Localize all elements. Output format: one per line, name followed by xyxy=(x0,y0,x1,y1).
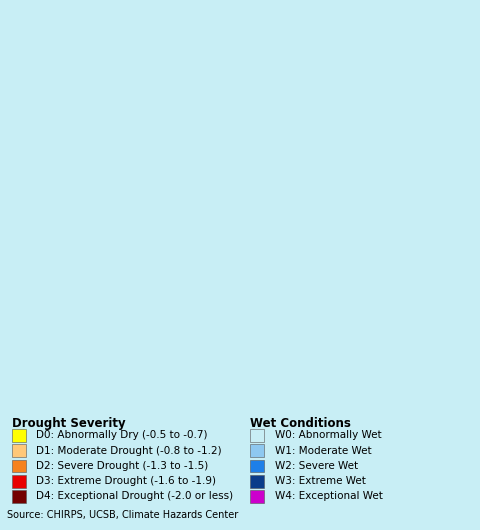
Bar xyxy=(250,429,264,441)
Bar xyxy=(250,475,264,488)
Text: D2: Severe Drought (-1.3 to -1.5): D2: Severe Drought (-1.3 to -1.5) xyxy=(36,461,208,471)
Text: W4: Exceptional Wet: W4: Exceptional Wet xyxy=(275,491,383,501)
Bar xyxy=(12,429,26,441)
Text: Wet Conditions: Wet Conditions xyxy=(250,417,350,430)
Text: W0: Abnormally Wet: W0: Abnormally Wet xyxy=(275,430,381,440)
Bar xyxy=(250,444,264,457)
Text: W2: Severe Wet: W2: Severe Wet xyxy=(275,461,358,471)
Text: W3: Extreme Wet: W3: Extreme Wet xyxy=(275,476,365,486)
Bar xyxy=(12,444,26,457)
Text: D0: Abnormally Dry (-0.5 to -0.7): D0: Abnormally Dry (-0.5 to -0.7) xyxy=(36,430,207,440)
Text: W1: Moderate Wet: W1: Moderate Wet xyxy=(275,446,371,456)
Bar xyxy=(250,490,264,503)
Bar xyxy=(250,460,264,472)
Text: D1: Moderate Drought (-0.8 to -1.2): D1: Moderate Drought (-0.8 to -1.2) xyxy=(36,446,222,456)
Bar xyxy=(12,475,26,488)
Text: Source: CHIRPS, UCSB, Climate Hazards Center: Source: CHIRPS, UCSB, Climate Hazards Ce… xyxy=(7,510,239,520)
Bar xyxy=(12,490,26,503)
Text: D4: Exceptional Drought (-2.0 or less): D4: Exceptional Drought (-2.0 or less) xyxy=(36,491,233,501)
Bar xyxy=(12,460,26,472)
Text: D3: Extreme Drought (-1.6 to -1.9): D3: Extreme Drought (-1.6 to -1.9) xyxy=(36,476,216,486)
Text: Drought Severity: Drought Severity xyxy=(12,417,126,430)
